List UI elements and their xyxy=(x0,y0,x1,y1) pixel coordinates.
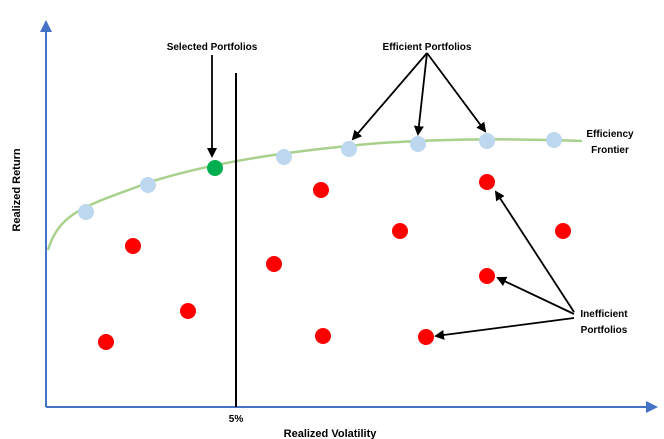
inefficient-point xyxy=(479,174,495,190)
y-axis-label: Realized Return xyxy=(11,148,23,231)
inefficient-point xyxy=(555,223,571,239)
inefficient-portfolios-label-line2: Portfolios xyxy=(581,325,628,336)
efficient-point xyxy=(410,136,426,152)
efficiency-frontier-label-line2: Frontier xyxy=(591,145,629,156)
efficient-point xyxy=(276,149,292,165)
efficient-point xyxy=(479,133,495,149)
efficiency-frontier-label-line1: Efficiency xyxy=(586,129,634,140)
efficient-arrow xyxy=(426,52,487,133)
inefficient-point xyxy=(315,328,331,344)
efficient-portfolios-label: Efficient Portfolios xyxy=(383,42,472,53)
inefficient-point xyxy=(266,256,282,272)
inefficient-arrow xyxy=(434,317,575,340)
inefficient-point xyxy=(313,182,329,198)
selected-portfolios-label: Selected Portfolios xyxy=(167,42,258,53)
x-tick-5pct: 5% xyxy=(229,414,244,425)
efficient-point xyxy=(341,141,357,157)
inefficient-arrow xyxy=(494,190,575,313)
x-axis-label: Realized Volatility xyxy=(284,428,378,439)
inefficient-point xyxy=(418,329,434,345)
inefficient-point xyxy=(125,238,141,254)
efficient-point xyxy=(546,132,562,148)
efficient-arrow xyxy=(351,52,428,141)
inefficient-arrow xyxy=(496,276,575,315)
selected-point xyxy=(207,160,223,176)
inefficient-point xyxy=(98,334,114,350)
efficient-arrow xyxy=(413,52,428,136)
inefficient-point xyxy=(180,303,196,319)
efficient-point xyxy=(140,177,156,193)
inefficient-point xyxy=(479,268,495,284)
efficient-point xyxy=(78,204,94,220)
inefficient-portfolios-label-line1: Inefficient xyxy=(580,309,628,320)
inefficient-point xyxy=(392,223,408,239)
